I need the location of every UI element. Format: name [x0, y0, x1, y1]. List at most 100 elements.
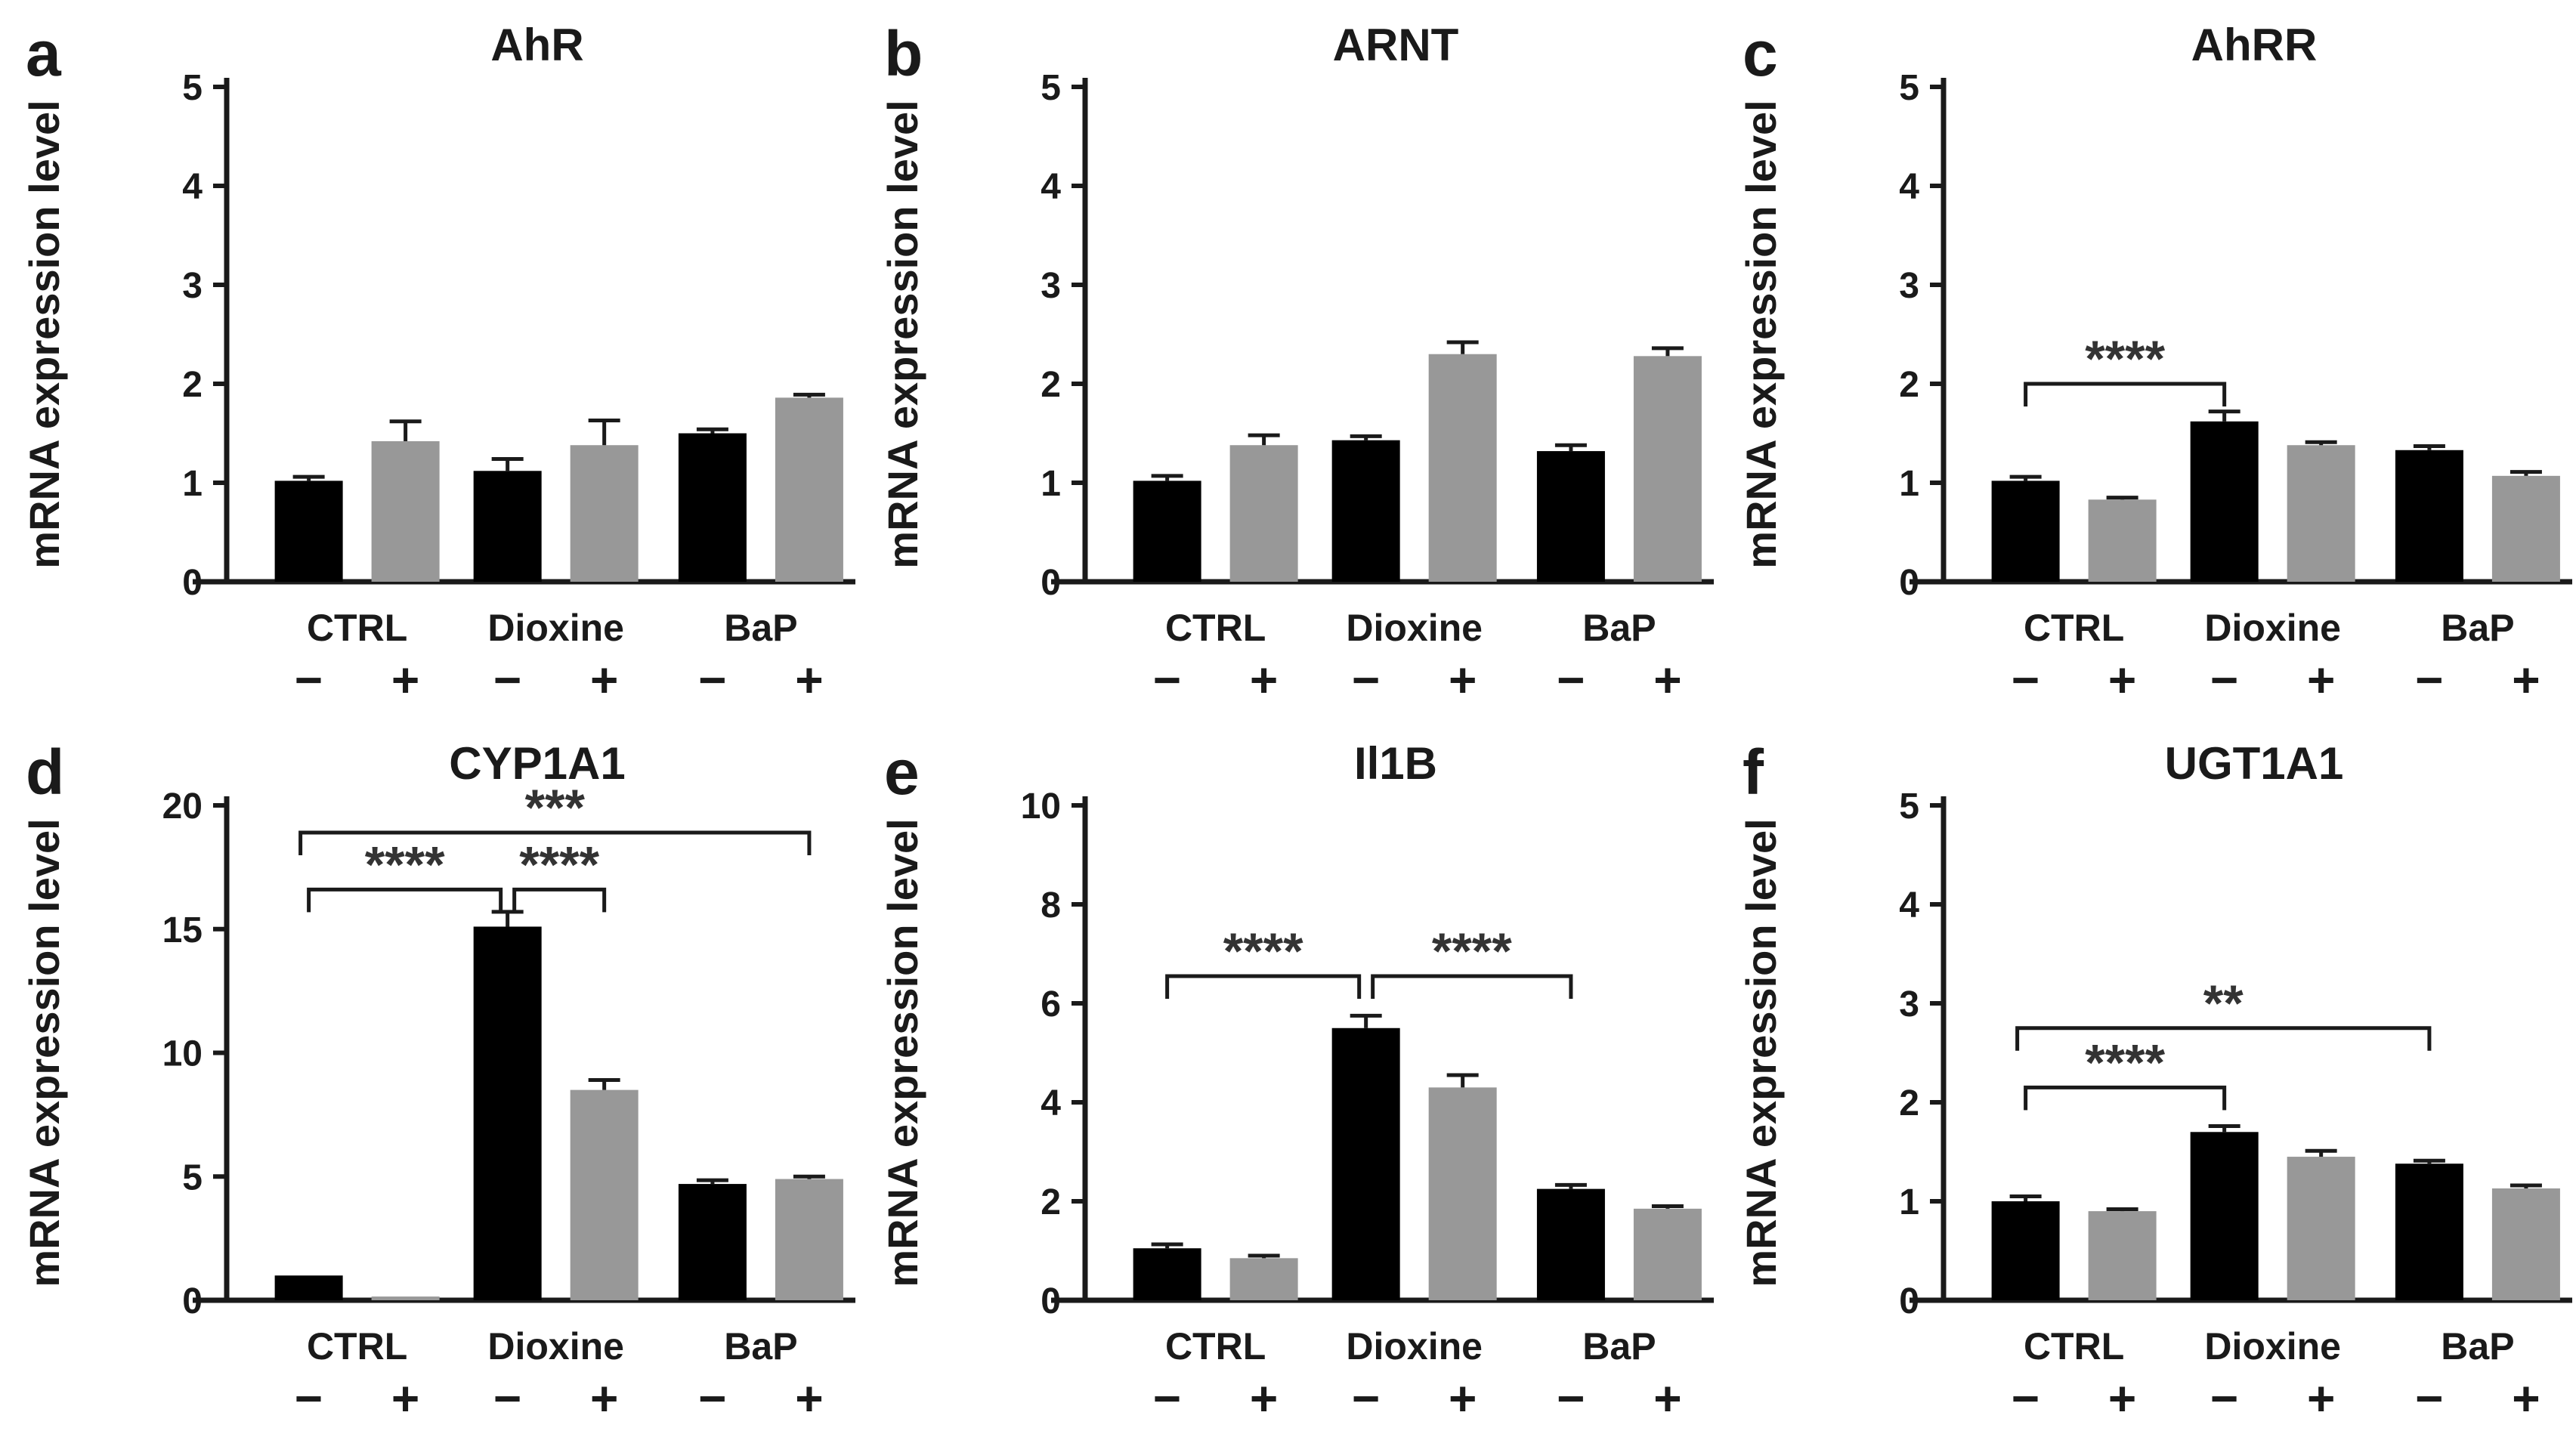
sublabel-minus: −: [2415, 1371, 2443, 1426]
y-tick-label: 8: [1041, 885, 1061, 926]
sublabel-plus: +: [1653, 653, 1681, 707]
y-tick-label: 4: [1899, 885, 1919, 926]
category-label: BaP: [2441, 607, 2514, 649]
bar-Dioxine-plus: [1428, 354, 1497, 582]
panel-letter: a: [26, 18, 62, 89]
sublabel-minus: −: [493, 653, 521, 707]
category-label: Dioxine: [2204, 1325, 2341, 1367]
significance-bracket: [2024, 1085, 2227, 1111]
y-axis-label: mRNA expression level: [1737, 818, 1785, 1287]
sublabel-minus: −: [1557, 1371, 1585, 1426]
sublabel-minus: −: [2210, 653, 2238, 707]
significance-stars: ****: [1223, 922, 1303, 980]
sublabel-minus: −: [295, 653, 323, 707]
bar-CTRL-minus: [274, 1275, 343, 1300]
bar-CTRL-plus: [1229, 445, 1298, 582]
y-tick-label: 5: [1899, 786, 1919, 827]
y-tick-label: 2: [1041, 365, 1061, 405]
bar-BaP-plus: [2491, 1188, 2560, 1300]
category-label: CTRL: [2024, 1325, 2124, 1367]
y-tick-label: 0: [182, 1281, 203, 1321]
significance-stars: ***: [525, 779, 586, 836]
sublabel-minus: −: [2012, 653, 2039, 707]
significance-stars: ****: [1432, 922, 1512, 980]
y-axis-label: mRNA expression level: [20, 818, 68, 1287]
bar-CTRL-plus: [371, 1296, 440, 1300]
sublabel-plus: +: [2512, 1371, 2540, 1426]
bar-BaP-plus: [2491, 475, 2560, 582]
category-label: Dioxine: [487, 607, 624, 649]
panel-d-chart: d CYP1A1 mRNA expression level 0 5 10 15 20 CTRL…: [20, 737, 855, 1426]
significance-stars: ****: [365, 836, 445, 893]
y-tick-label: 4: [1899, 167, 1919, 207]
chart-title: Il1B: [1354, 738, 1437, 789]
y-tick-label: 5: [182, 1157, 203, 1198]
bar-BaP-minus: [2395, 450, 2463, 582]
category-label: BaP: [2441, 1325, 2514, 1367]
significance-bracket: [1371, 974, 1573, 999]
bar-BaP-minus: [1536, 451, 1605, 582]
sublabel-minus: −: [1153, 653, 1181, 707]
y-tick-label: 1: [1041, 464, 1061, 504]
panel-letter: b: [884, 18, 923, 89]
sublabel-plus: +: [1250, 653, 1278, 707]
significance-bracket: [2024, 382, 2227, 406]
y-axis-label: mRNA expression level: [879, 100, 926, 568]
chart-title: UGT1A1: [2165, 738, 2344, 789]
chart-title: CYP1A1: [449, 738, 625, 789]
y-tick-label: 4: [1041, 167, 1061, 207]
sublabel-minus: −: [295, 1371, 323, 1426]
y-tick-label: 5: [1899, 68, 1919, 108]
y-tick-label: 3: [1899, 266, 1919, 306]
sublabel-plus: +: [1449, 1371, 1477, 1426]
bar-BaP-plus: [1633, 1208, 1702, 1300]
bar-CTRL-minus: [1991, 1201, 2060, 1300]
bar-CTRL-plus: [1229, 1258, 1298, 1300]
y-axis-label: mRNA expression level: [1737, 100, 1785, 568]
significance-stars: ****: [519, 836, 599, 893]
panel-e: e Il1B mRNA expression level 0 2 4 6 8 10 CTRL − + D…: [858, 718, 1717, 1437]
sublabel-plus: +: [1449, 653, 1477, 707]
sublabel-plus: +: [590, 653, 618, 707]
y-tick-label: 1: [1899, 464, 1919, 504]
sublabel-minus: −: [698, 1371, 726, 1426]
sublabel-minus: −: [698, 653, 726, 707]
sublabel-plus: +: [795, 653, 823, 707]
sublabel-plus: +: [2108, 1371, 2136, 1426]
category-label: BaP: [724, 607, 797, 649]
bar-Dioxine-plus: [570, 445, 639, 582]
y-tick-label: 3: [1041, 266, 1061, 306]
sublabel-plus: +: [2108, 653, 2136, 707]
y-tick-label: 0: [1041, 1281, 1061, 1321]
y-tick-label: 6: [1041, 984, 1061, 1024]
bar-CTRL-minus: [1133, 481, 1201, 582]
sublabel-plus: +: [1653, 1371, 1681, 1426]
y-tick-label: 10: [1021, 786, 1061, 827]
chart-title: AhR: [490, 20, 583, 70]
y-tick-label: 4: [182, 167, 203, 207]
sublabel-plus: +: [2307, 653, 2335, 707]
bar-CTRL-minus: [1991, 481, 2060, 582]
sublabel-minus: −: [493, 1371, 521, 1426]
panel-letter: d: [26, 737, 64, 808]
panel-letter: c: [1743, 18, 1778, 89]
category-label: Dioxine: [2204, 607, 2341, 649]
sublabel-plus: +: [391, 1371, 419, 1426]
bar-BaP-plus: [775, 397, 843, 582]
y-tick-label: 0: [1899, 563, 1919, 603]
panel-letter: f: [1743, 737, 1764, 808]
y-tick-label: 4: [1041, 1083, 1061, 1123]
category-label: Dioxine: [1346, 1325, 1483, 1367]
category-label: Dioxine: [1346, 607, 1483, 649]
sublabel-minus: −: [1352, 653, 1380, 707]
bar-Dioxine-minus: [1331, 440, 1400, 582]
bar-BaP-plus: [775, 1179, 843, 1300]
panel-a: a AhR mRNA expression level 0 1 2 3 4 5 CTRL − + Dio…: [0, 0, 858, 718]
category-label: CTRL: [2024, 607, 2124, 649]
panel-letter: e: [884, 737, 920, 808]
panel-c: c AhRR mRNA expression level 0 1 2 3 4 5 CTRL − + Di…: [1717, 0, 2575, 718]
bar-BaP-plus: [1633, 356, 1702, 582]
